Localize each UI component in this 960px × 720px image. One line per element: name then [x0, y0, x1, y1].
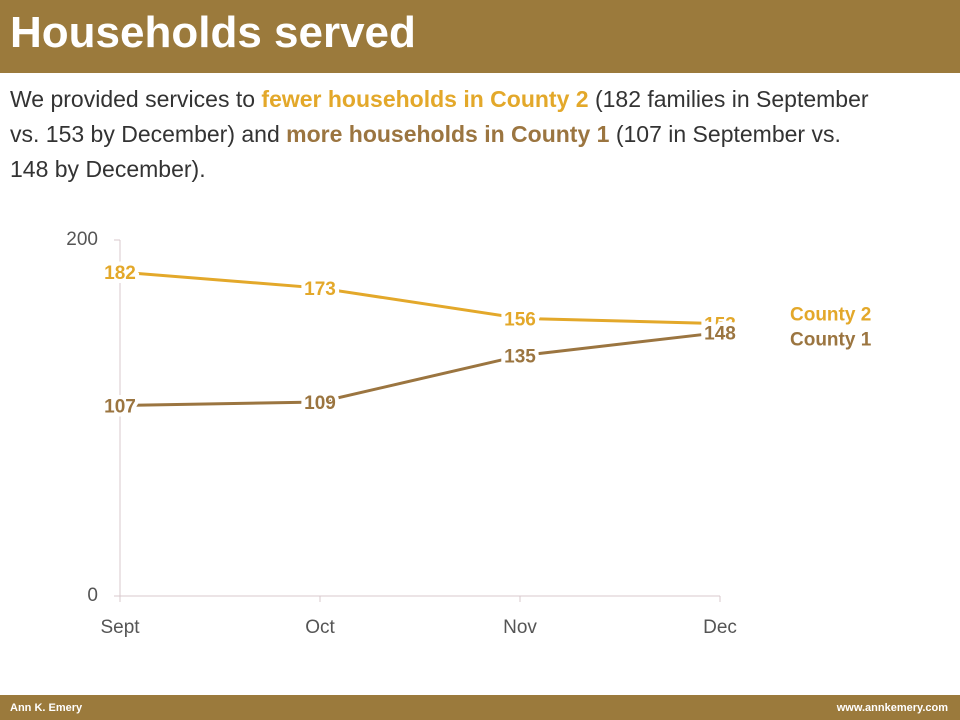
subtitle-part: (182 families in September vs. 153 by De…: [10, 86, 869, 147]
legend-label: County 1: [790, 330, 872, 351]
x-tick-label: Nov: [503, 617, 537, 638]
subtitle-part: more households in County 1: [286, 121, 610, 147]
data-label: 109: [304, 393, 336, 414]
subtitle-part: We provided services to: [10, 86, 262, 112]
x-tick-label: Sept: [100, 617, 140, 638]
chart: 0 200 Sept Oct Nov Dec 182 173 156 153 County 2 107…: [66, 229, 872, 638]
header: Households served: [0, 0, 960, 73]
footer-author: Ann K. Emery: [10, 702, 83, 714]
title: Households served: [10, 8, 416, 57]
data-label: 182: [104, 263, 136, 284]
data-label: 156: [504, 309, 536, 330]
subtitle-part: fewer households in County 2: [261, 86, 589, 112]
legend-label: County 2: [790, 305, 871, 326]
x-tick-label: Oct: [305, 617, 335, 638]
data-label: 148: [704, 324, 736, 345]
y-tick-label: 0: [87, 585, 98, 606]
y-tick-label: 200: [66, 229, 98, 250]
series-line: [119, 331, 721, 408]
data-label: 107: [104, 397, 136, 418]
footer: Ann K. Emery www.annkemery.com: [0, 695, 960, 720]
subtitle-part: (107 in September vs. 148 by December).: [10, 121, 841, 182]
data-label: 173: [304, 279, 336, 300]
x-tick-label: Dec: [703, 617, 737, 638]
data-label: 135: [504, 347, 536, 368]
footer-url: www.annkemery.com: [836, 702, 948, 714]
series-line: [119, 270, 721, 326]
subtitle: We provided services to fewer households…: [10, 82, 870, 187]
data-label: 153: [704, 315, 736, 336]
